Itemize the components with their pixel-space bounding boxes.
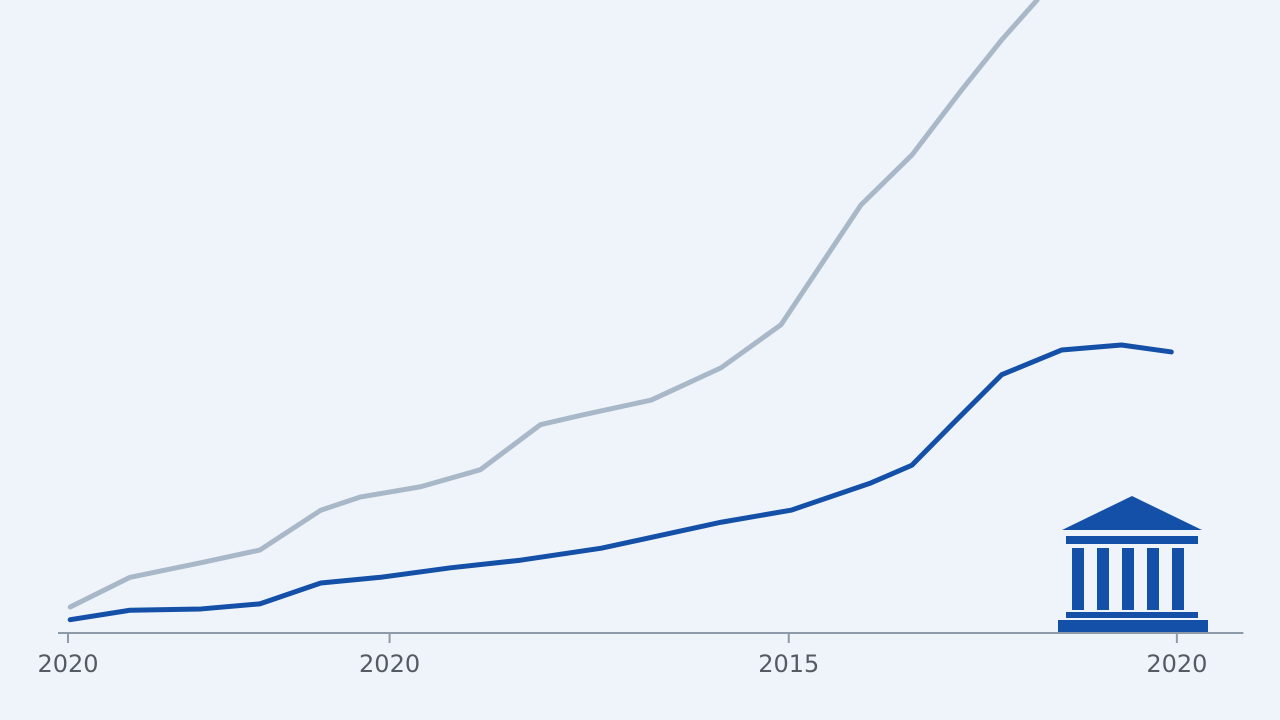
- icon-roof: [1062, 496, 1202, 530]
- icon-column: [1147, 548, 1159, 610]
- series-line: [67, 0, 1040, 610]
- x-tick-label: 2020: [37, 650, 98, 678]
- icon-beam: [1066, 536, 1198, 544]
- icon-column: [1122, 548, 1134, 610]
- icon-column: [1097, 548, 1109, 610]
- x-tick-label: 2015: [758, 650, 819, 678]
- icon-base: [1058, 620, 1208, 634]
- icon-step: [1066, 612, 1198, 618]
- icon-column: [1172, 548, 1184, 610]
- x-tick-label: 2020: [1146, 650, 1207, 678]
- icon-column: [1072, 548, 1084, 610]
- x-tick-label: 2020: [359, 650, 420, 678]
- bank-icon: [1058, 496, 1208, 634]
- series-line: [67, 342, 1174, 623]
